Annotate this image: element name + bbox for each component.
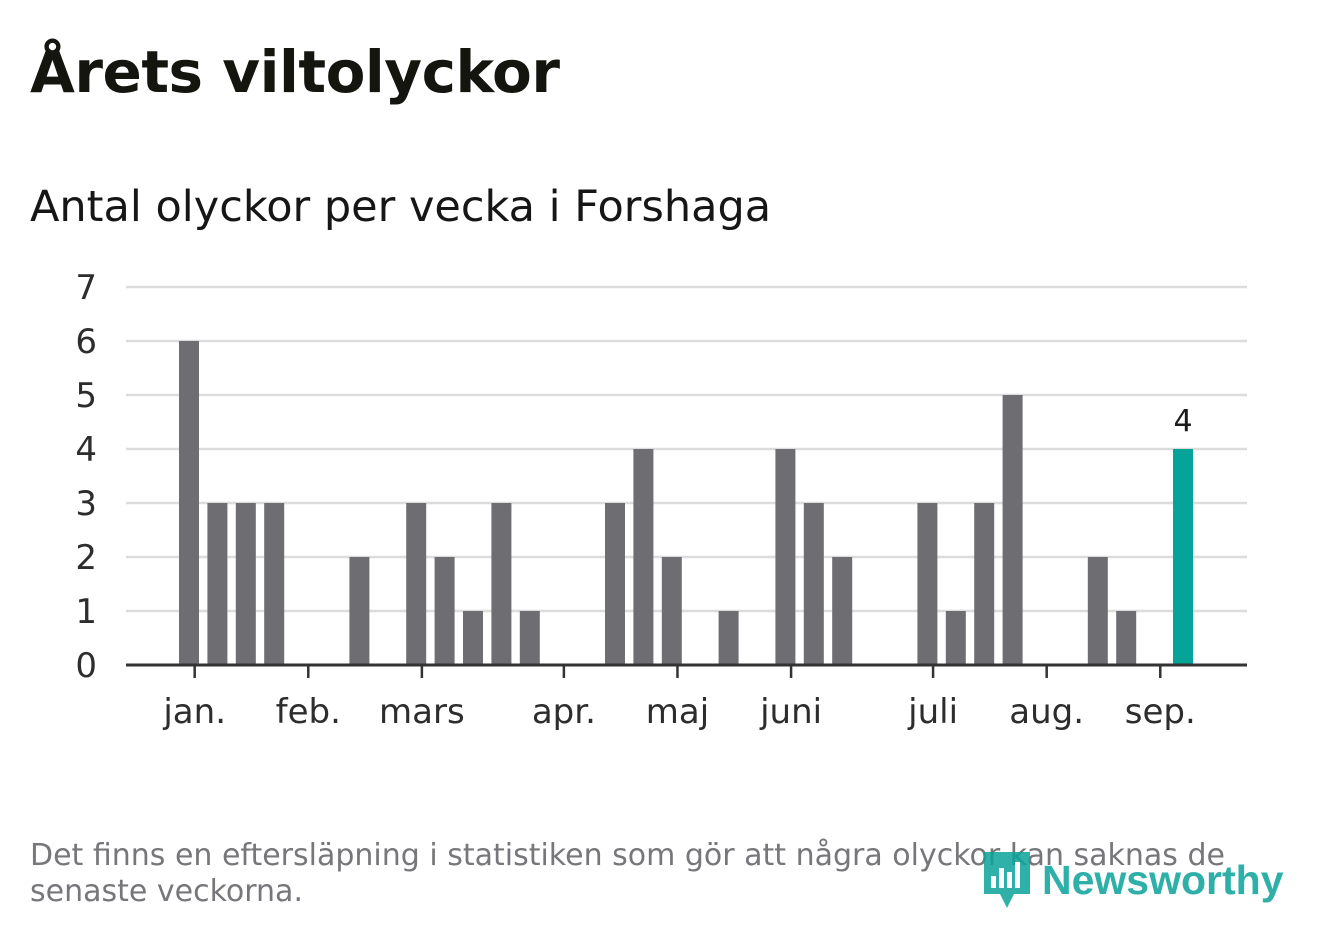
bar xyxy=(235,503,256,665)
bar xyxy=(803,503,824,665)
bars xyxy=(179,341,1193,665)
bar xyxy=(491,503,512,665)
y-axis-ticks: 0 1 2 3 4 5 6 7 xyxy=(75,268,97,686)
y-tick-label: 1 xyxy=(75,592,97,632)
bar xyxy=(1002,395,1023,665)
bar xyxy=(463,611,483,665)
bar xyxy=(945,611,966,665)
bar xyxy=(917,503,938,665)
bar xyxy=(406,503,427,665)
x-tick-label: juli xyxy=(907,692,958,732)
x-tick-label: feb. xyxy=(276,692,341,732)
bar xyxy=(207,503,228,665)
data-labels: 4 xyxy=(1173,404,1192,439)
bar xyxy=(434,557,455,665)
bar xyxy=(605,503,625,665)
y-tick-label: 0 xyxy=(75,646,97,686)
y-tick-label: 3 xyxy=(75,484,97,524)
y-tick-label: 2 xyxy=(75,538,97,578)
y-tick-label: 4 xyxy=(75,430,97,470)
chart-subtitle: Antal olyckor per vecka i Forshaga xyxy=(30,182,772,232)
bar xyxy=(1173,449,1193,665)
x-tick-label: maj xyxy=(646,692,709,732)
brand-name: Newsworthy xyxy=(1042,856,1284,903)
y-tick-label: 5 xyxy=(75,376,97,416)
x-tick-label: aug. xyxy=(1009,692,1084,732)
bar xyxy=(633,449,654,665)
bar xyxy=(974,503,995,665)
y-tick-label: 7 xyxy=(75,268,97,308)
bar xyxy=(179,341,199,665)
bar xyxy=(519,611,540,665)
x-tick-label: jan. xyxy=(162,692,226,732)
brand-logo: Newsworthy xyxy=(980,845,1284,915)
x-axis: jan. feb. mars apr. maj juni juli aug. sep. xyxy=(126,663,1247,732)
chart-title: Årets viltolyckor xyxy=(30,38,560,106)
bar xyxy=(775,449,796,665)
bar xyxy=(832,557,853,665)
bar xyxy=(661,557,682,665)
newsworthy-logo-icon xyxy=(984,852,1030,908)
y-tick-label: 6 xyxy=(75,322,97,362)
x-tick-label: mars xyxy=(379,692,465,732)
x-tick-label: juni xyxy=(759,692,822,732)
bar xyxy=(349,557,370,665)
bar-chart: 0 1 2 3 4 5 6 7 jan. feb. mars apr. maj juni juli aug.… xyxy=(75,268,1247,732)
bar xyxy=(1116,611,1137,665)
x-tick-label: apr. xyxy=(532,692,596,732)
data-label: 4 xyxy=(1173,404,1192,439)
grid-lines xyxy=(126,285,1247,613)
bar xyxy=(264,503,285,665)
x-tick-label: sep. xyxy=(1125,692,1196,732)
bar xyxy=(1087,557,1108,665)
bar xyxy=(718,611,739,665)
